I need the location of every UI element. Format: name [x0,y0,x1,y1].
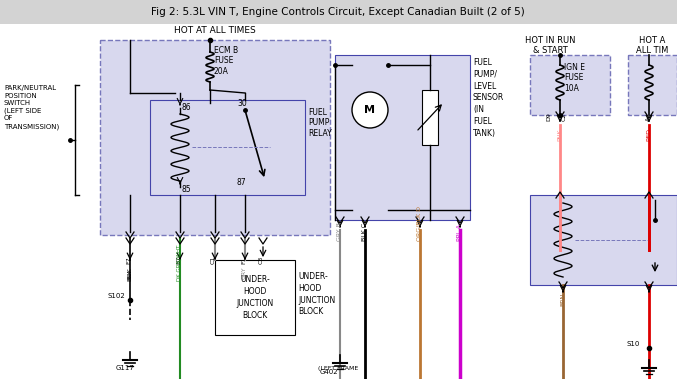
Text: ECM B
FUSE
20A: ECM B FUSE 20A [214,46,238,76]
Text: PNK: PNK [557,128,562,141]
Text: UNDER-
HOOD
JUNCTION
BLOCK: UNDER- HOOD JUNCTION BLOCK [298,272,335,316]
Bar [150,100,305,195]
Bar [215,260,295,335]
Text: BLK: BLK [127,269,132,281]
Text: 87: 87 [237,178,246,187]
Text: HOT AT ALL TIMES: HOT AT ALL TIMES [174,26,256,35]
Bar [100,40,330,235]
Text: GRY B: GRY B [337,222,342,241]
Text: S102: S102 [108,293,126,299]
Text: 85: 85 [182,185,192,194]
Text: FUEL
PUMP/
LEVEL
SENSOR
(IN
FUEL
TANK): FUEL PUMP/ LEVEL SENSOR (IN FUEL TANK) [473,58,504,138]
Text: PARK/NEUTRAL
POSITION
SWITCH
(LEFT SIDE
OF
TRANSMISSION): PARK/NEUTRAL POSITION SWITCH (LEFT SIDE … [4,85,60,130]
Text: A: A [646,117,651,121]
Circle shape [352,92,388,128]
Bar [530,195,677,285]
Bar [628,55,677,115]
Text: UNDER-
HOOD
JUNCTION
BLOCK: UNDER- HOOD JUNCTION BLOCK [236,275,274,320]
Text: B7: B7 [176,256,181,264]
Text: PPL A: PPL A [457,224,462,241]
Bar [530,55,610,115]
Bar [422,90,438,145]
Text: RED: RED [646,128,651,141]
Text: 86: 86 [182,103,192,112]
Text: C3: C3 [259,255,264,264]
Text: G117: G117 [116,365,135,371]
Bar [0,0,677,24]
Text: F1: F1 [241,257,246,264]
Text: M: M [364,105,376,115]
Text: 30: 30 [237,99,246,108]
Text: BLK C: BLK C [362,223,367,241]
Text: C1: C1 [211,256,216,264]
Text: (LEFT FRAME: (LEFT FRAME [318,366,358,371]
Text: HOT IN RUN
& START: HOT IN RUN & START [525,36,575,55]
Text: BRN: BRN [560,293,565,306]
Text: GRY: GRY [242,266,247,279]
Text: S10: S10 [627,341,640,347]
Text: HOT A
ALL TIM: HOT A ALL TIM [636,36,669,55]
Text: F7: F7 [126,256,131,264]
Text: Fig 2: 5.3L VIN T, Engine Controls Circuit, Except Canadian Built (2 of 5): Fig 2: 5.3L VIN T, Engine Controls Circu… [151,7,525,17]
Text: G402: G402 [320,369,338,375]
Bar [335,55,470,220]
Text: FUEL
PUMP
RELAY: FUEL PUMP RELAY [308,108,332,138]
Text: BLK: BLK [127,267,132,279]
Text: D9: D9 [546,112,551,121]
Text: IGN E
FUSE
10A: IGN E FUSE 10A [564,63,585,93]
Text: DK GRN/WHT: DK GRN/WHT [177,244,182,281]
Text: C2: C2 [562,113,567,121]
Text: ORG/BLK D: ORG/BLK D [417,206,422,241]
